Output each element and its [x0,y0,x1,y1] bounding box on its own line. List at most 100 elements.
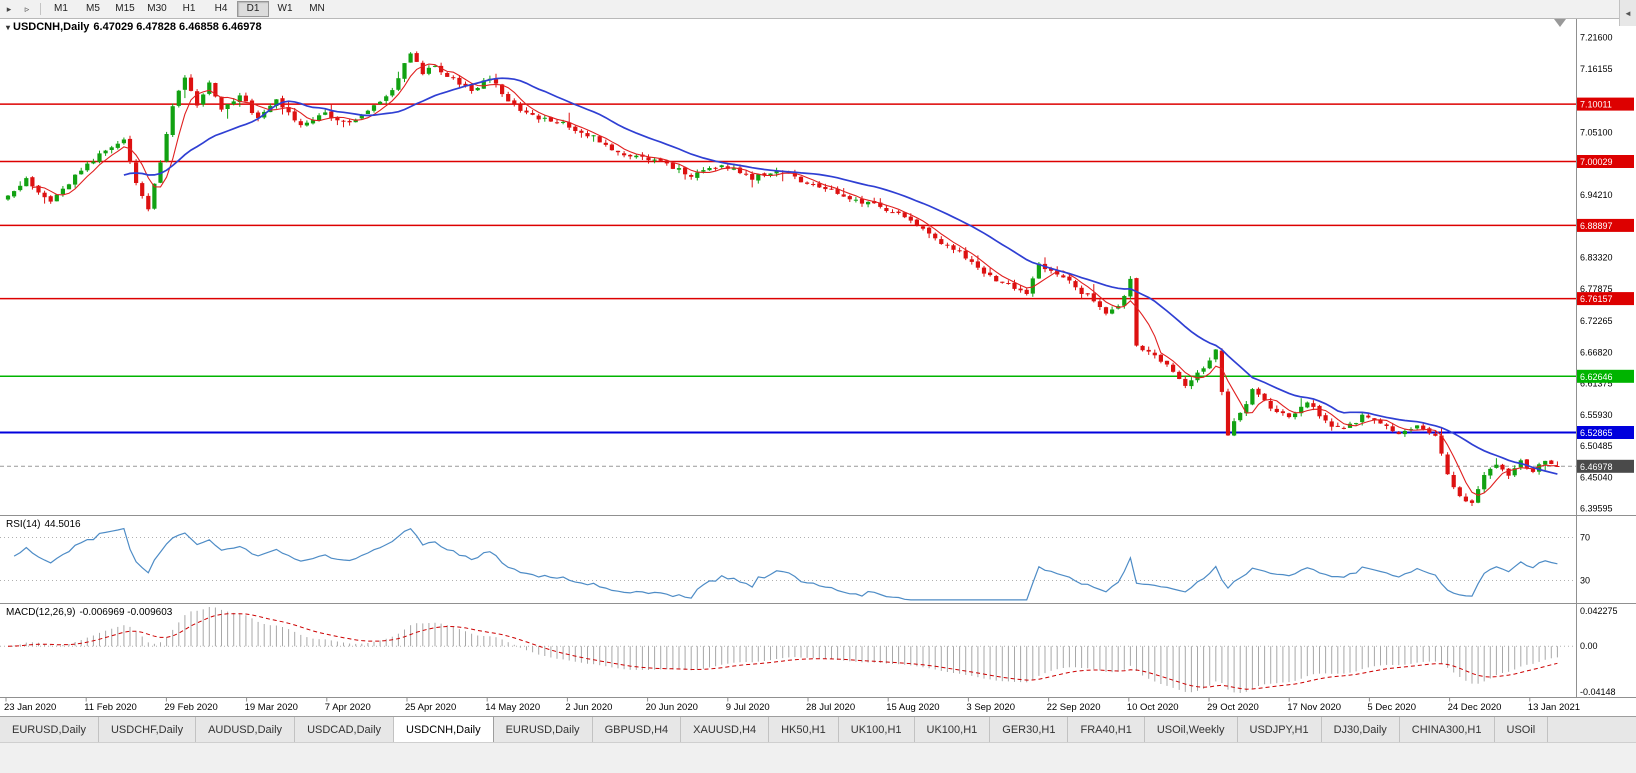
level-badge-label: 6.62646 [1580,372,1613,382]
price-tick-label: 6.61375 [1580,379,1613,389]
level-badge [1577,97,1634,111]
level-badge-label: 6.52865 [1580,428,1613,438]
tab-uk100-h1[interactable]: UK100,H1 [838,717,915,743]
rsi-level-label: 30 [1580,576,1590,586]
date-label: 13 Jan 2021 [1528,702,1580,713]
tab-gbpusd-h4[interactable]: GBPUSD,H4 [592,717,682,743]
level-badge [1577,155,1634,168]
macd-axis-max: 0.042275 [1580,606,1618,616]
tab-hk50-h1[interactable]: HK50,H1 [769,717,839,743]
chart-canvas[interactable]: 7.21600 7.16155 7.05100 6.94210 6.83320 6.778… [0,0,1636,716]
date-label: 10 Oct 2020 [1127,702,1179,713]
tab-china300-h1[interactable]: CHINA300,H1 [1399,717,1495,743]
tab-eurusd-daily[interactable]: EURUSD,Daily [0,717,99,743]
timeframe-button-d1[interactable]: D1 [237,1,269,17]
tab-usoil[interactable]: USOil [1494,717,1549,743]
macd-indicator-label: MACD(12,26,9) -0.006969 -0.009603 [6,607,173,618]
level-badge [1577,218,1634,232]
level-badge [1577,292,1634,306]
price-tick-label: 6.94210 [1580,190,1613,200]
level-badge-label: 7.00029 [1580,157,1613,167]
date-label: 2 Jun 2020 [565,702,612,713]
price-tick-label: 7.05100 [1580,127,1613,137]
current-price-label: 6.46978 [1580,462,1613,472]
tab-usdcad-daily[interactable]: USDCAD,Daily [295,717,395,743]
date-label: 28 Jul 2020 [806,702,855,713]
price-tick-label: 6.77875 [1580,284,1613,294]
price-tick-label: 6.66820 [1580,347,1613,357]
date-label: 23 Jan 2020 [4,702,56,713]
price-tick-label: 6.50485 [1580,441,1613,451]
price-tick-label: 6.45040 [1580,472,1613,482]
tab-eurusd-daily[interactable]: EURUSD,Daily [493,717,593,743]
date-label: 3 Sep 2020 [966,702,1015,713]
price-chart[interactable]: 7.21600 7.16155 7.05100 6.94210 6.83320 6.778… [0,0,1636,716]
timeframe-button-h1[interactable]: H1 [182,3,196,14]
tab-fra40-h1[interactable]: FRA40,H1 [1068,717,1145,743]
price-tick-label: 7.21600 [1580,33,1613,43]
rsi-line [13,527,1558,601]
macd-signal-line [7,613,1558,690]
timeframe-button-m5[interactable]: M5 [86,3,100,14]
date-label: 22 Sep 2020 [1047,702,1101,713]
level-badge [1577,369,1634,383]
timeframe-toolbar: ▸ ▹ M1 M5 M15 M30 H1 H4 D1 W1 MN [0,0,1636,19]
level-badge-label: 6.88897 [1580,221,1613,231]
tab-usdchf-daily[interactable]: USDCHF,Daily [98,717,197,743]
status-bar [0,742,1636,773]
date-label: 24 Dec 2020 [1448,702,1502,713]
rsi-indicator-label: RSI(14) 44.5016 [6,519,81,530]
date-label: 19 Mar 2020 [245,702,298,713]
ma-slow-line [123,77,1558,475]
chart-ohlc: 6.47029 6.47828 6.46858 6.46978 [93,21,262,33]
date-label: 15 Aug 2020 [886,702,939,713]
date-label: 20 Jun 2020 [646,702,698,713]
tab-ger30-h1[interactable]: GER30,H1 [990,717,1069,743]
tab-usdjpy-h1[interactable]: USDJPY,H1 [1237,717,1322,743]
chart-tab-bar: EURUSD,Daily USDCHF,Daily AUDUSD,Daily USDC… [0,716,1636,743]
candlestick-series [5,51,1560,506]
date-label: 29 Oct 2020 [1207,702,1259,713]
tab-uk100-h1[interactable]: UK100,H1 [914,717,991,743]
price-tick-label: 7.16155 [1580,64,1613,74]
timeframe-button-m1[interactable]: M1 [54,3,68,14]
macd-histogram [13,607,1558,693]
tab-usdcnh-daily[interactable]: USDCNH,Daily [394,717,494,743]
tab-xauusd-h4[interactable]: XAUUSD,H4 [681,717,770,743]
date-label: 17 Nov 2020 [1287,702,1341,713]
level-badge [1577,426,1634,439]
date-label: 7 Apr 2020 [325,702,371,713]
timeframe-button-m15[interactable]: M15 [115,3,135,14]
tab-audusd-daily[interactable]: AUDUSD,Daily [196,717,296,743]
timeframe-buttons: M1 M5 M15 M30 H1 H4 D1 W1 MN [45,1,333,17]
chart-title: ▾ USDCNH,Daily 6.47029 6.47828 6.46858 6.4… [6,21,266,33]
date-label: 25 Apr 2020 [405,702,456,713]
auto-scroll-icon[interactable]: ▸ [6,3,12,14]
timeframe-button-mn[interactable]: MN [309,3,325,14]
tab-dj30-daily[interactable]: DJ30,Daily [1321,717,1400,743]
chart-shift-marker[interactable] [1554,19,1566,27]
date-label: 29 Feb 2020 [164,702,217,713]
price-tick-label: 6.39595 [1580,504,1613,514]
tab-scroll-icon[interactable]: ◄ [1619,0,1636,26]
timeframe-button-w1[interactable]: W1 [277,3,293,14]
level-badge-label: 6.76157 [1580,294,1613,304]
ma-fast-line [32,63,1558,496]
timeframe-button-m30[interactable]: M30 [147,3,167,14]
rsi-level-label: 70 [1580,533,1590,543]
timeframe-button-h4[interactable]: H4 [214,3,228,14]
toolbar-separator [40,3,41,15]
date-label: 14 May 2020 [485,702,540,713]
macd-axis-zero: 0.00 [1580,641,1598,651]
date-label: 9 Jul 2020 [726,702,770,713]
price-tick-label: 6.55930 [1580,410,1613,420]
price-tick-label: 6.72265 [1580,316,1613,326]
level-badge-label: 7.10011 [1580,100,1612,110]
date-label: 5 Dec 2020 [1367,702,1416,713]
chart-menu-icon: ▾ [6,23,11,32]
chart-shift-icon[interactable]: ▹ [24,3,30,14]
tab-usoil-weekly[interactable]: USOil,Weekly [1144,717,1238,743]
chart-symbol: USDCNH,Daily [13,21,90,33]
date-label: 11 Feb 2020 [84,702,137,713]
macd-axis-min: -0.04148 [1580,687,1616,697]
